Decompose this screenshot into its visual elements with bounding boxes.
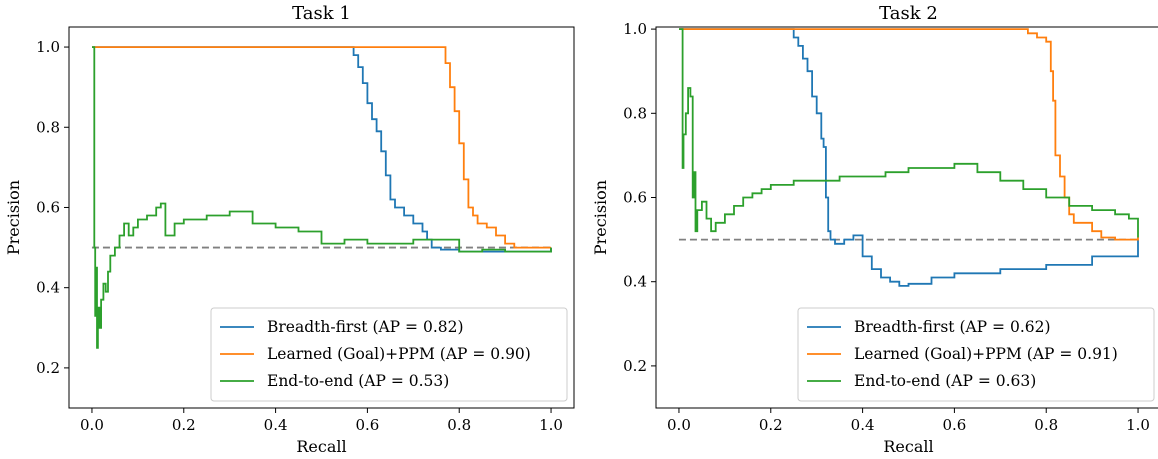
x-tick-label: 0.2 xyxy=(172,416,196,434)
legend-label: End-to-end (AP = 0.53) xyxy=(267,372,449,390)
x-tick-label: 0.8 xyxy=(1034,416,1058,434)
legend-label: Breadth-first (AP = 0.62) xyxy=(854,318,1051,336)
series-line-3 xyxy=(92,46,552,349)
x-axis-label: Recall xyxy=(296,437,346,456)
chart-task-1: Task 1 0.0 0.2 0.4 0.6 0.8 1.0 0.2 0.4 0.6 0.8 1.0 R… xyxy=(4,3,575,456)
y-tick-label: 0.4 xyxy=(36,279,60,297)
legend-label: End-to-end (AP = 0.63) xyxy=(854,372,1036,390)
legend: Breadth-first (AP = 0.62) Learned (Goal)+… xyxy=(797,307,1155,402)
y-axis-label: Precision xyxy=(591,180,610,255)
x-tick-label: 0.6 xyxy=(355,416,379,434)
y-tick-label: 1.0 xyxy=(623,20,647,38)
plot-area xyxy=(91,46,552,349)
y-tick-label: 0.6 xyxy=(623,189,647,207)
y-tick-label: 0.2 xyxy=(623,357,647,375)
axes-frame xyxy=(655,26,1158,409)
chart-task-2: Task 2 0.0 0.2 0.4 0.6 0.8 1.0 0.2 0.4 0.6 0.8 1.0 R… xyxy=(591,3,1158,456)
axes-frame xyxy=(68,26,575,409)
x-axis-label: Recall xyxy=(883,437,933,456)
x-tick-label: 0.6 xyxy=(942,416,966,434)
chart-title: Task 2 xyxy=(879,3,938,24)
series-line-3 xyxy=(679,28,1139,238)
x-tick-label: 0.4 xyxy=(264,416,288,434)
y-axis-label: Precision xyxy=(4,180,23,255)
legend-label: Learned (Goal)+PPM (AP = 0.90) xyxy=(267,345,531,363)
series-line-2 xyxy=(679,28,1139,241)
y-tick-label: 0.8 xyxy=(36,118,60,136)
x-tick-label: 0.8 xyxy=(447,416,471,434)
x-tick-label: 0.0 xyxy=(80,416,104,434)
series-line-2 xyxy=(92,46,551,249)
legend-label: Breadth-first (AP = 0.82) xyxy=(267,318,464,336)
chart-title: Task 1 xyxy=(292,3,351,24)
legend: Breadth-first (AP = 0.82) Learned (Goal)+… xyxy=(210,307,568,402)
x-tick-label: 0.2 xyxy=(759,416,783,434)
y-tick-label: 0.6 xyxy=(36,198,60,216)
legend-label: Learned (Goal)+PPM (AP = 0.91) xyxy=(854,345,1118,363)
series-line-1 xyxy=(679,28,1139,287)
x-tick-label: 0.4 xyxy=(851,416,875,434)
y-tick-label: 0.2 xyxy=(36,359,60,377)
y-tick-label: 0.4 xyxy=(623,273,647,291)
x-tick-label: 0.0 xyxy=(667,416,691,434)
x-tick-label: 1.0 xyxy=(539,416,563,434)
legend-box xyxy=(797,307,1155,402)
legend-box xyxy=(210,307,568,402)
y-tick-label: 1.0 xyxy=(36,38,60,56)
series-line-1 xyxy=(92,46,552,253)
x-tick-label: 1.0 xyxy=(1126,416,1150,434)
y-tick-label: 0.8 xyxy=(623,104,647,122)
plot-area xyxy=(678,28,1139,287)
